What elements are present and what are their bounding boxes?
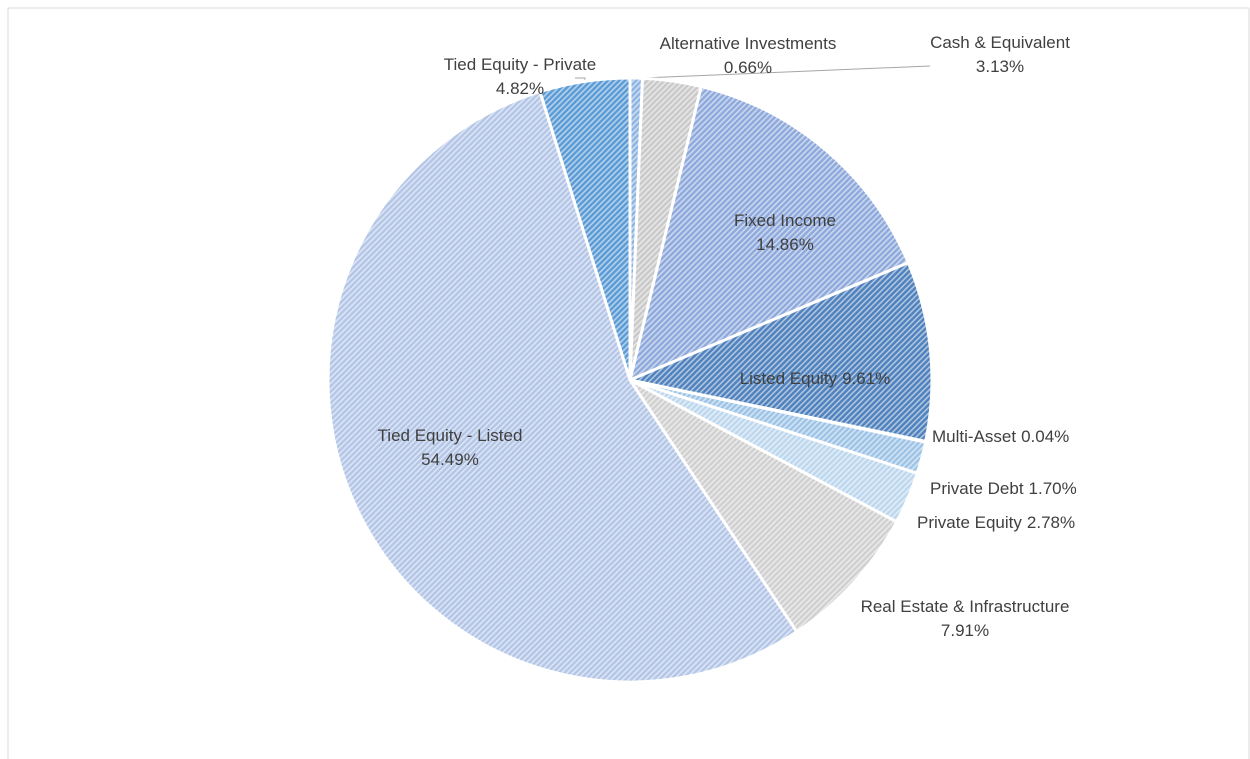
label-value: 9.61%	[842, 369, 890, 388]
pie-slice	[326, 89, 799, 684]
label-value: 7.91%	[941, 621, 989, 640]
label-name: Tied Equity - Listed	[378, 426, 523, 445]
label-name: Listed Equity	[740, 369, 838, 388]
data-label: Tied Equity - Private 4.82%	[444, 55, 596, 98]
label-value: 0.66%	[724, 58, 772, 77]
data-label: Fixed Income 14.86%	[734, 211, 836, 254]
label-name: Cash & Equivalent	[930, 33, 1070, 52]
data-label: Tied Equity - Listed 54.49%	[378, 426, 523, 469]
label-name: Alternative Investments	[660, 34, 837, 53]
data-label: Cash & Equivalent 3.13%	[930, 33, 1070, 76]
data-label: Private Debt 1.70%	[930, 479, 1077, 498]
label-name: Private Debt	[930, 479, 1024, 498]
label-value: 2.78%	[1027, 513, 1075, 532]
label-name: Private Equity	[917, 513, 1022, 532]
chart-frame	[7, 7, 1250, 759]
label-value: 1.70%	[1029, 479, 1077, 498]
data-label: Listed Equity 9.61%	[740, 369, 891, 388]
label-name: Real Estate & Infrastructure	[861, 597, 1070, 616]
pie-slice	[624, 260, 934, 444]
pie-slice	[538, 76, 632, 381]
pie-slice	[628, 378, 899, 634]
label-name: Fixed Income	[734, 211, 836, 230]
label-value: 0.04%	[1021, 427, 1069, 446]
label-name: Multi-Asset	[932, 427, 1016, 446]
data-label: Alternative Investments 0.66%	[660, 34, 837, 77]
label-value: 4.82%	[496, 79, 544, 98]
data-label: Private Equity 2.78%	[917, 513, 1075, 532]
label-value: 54.49%	[421, 450, 479, 469]
label-name: Tied Equity - Private	[444, 55, 596, 74]
pie-slice	[627, 84, 911, 383]
data-label: Multi-Asset 0.04%	[932, 427, 1069, 446]
data-label: Real Estate & Infrastructure 7.91%	[861, 597, 1070, 640]
label-value: 3.13%	[976, 57, 1024, 76]
label-value: 14.86%	[756, 235, 814, 254]
